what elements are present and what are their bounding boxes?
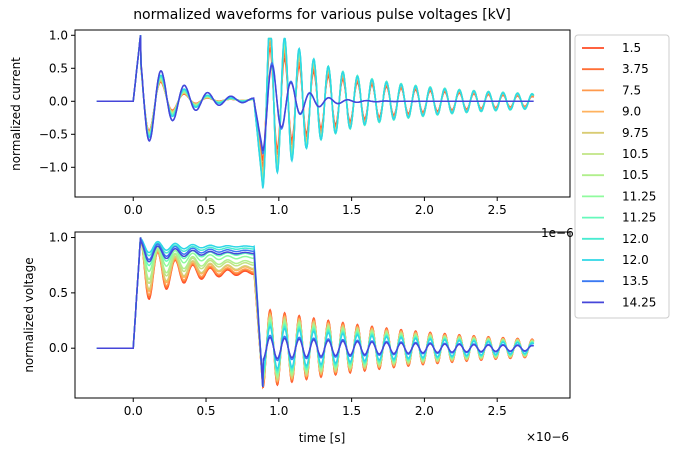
voltage-x-multiplier: ×10−6 — [526, 430, 569, 444]
current-series-group — [96, 35, 535, 189]
voltage-ytick-label: 1.0 — [49, 231, 68, 245]
legend-items: 1.5 3.75 7.5 9.0 9.75 10.5 10.5 11.25 11.25 12.0 1… — [582, 41, 656, 309]
current-xtick-label: 0.5 — [196, 203, 215, 217]
current-series-line — [96, 35, 535, 175]
voltage-ytick-label: 0.0 — [49, 341, 68, 355]
legend-label: 10.5 — [622, 168, 649, 182]
legend-label: 14.25 — [622, 295, 656, 309]
legend: 1.5 3.75 7.5 9.0 9.75 10.5 10.5 11.25 11.25 12.0 1… — [574, 34, 670, 319]
legend-label: 11.25 — [622, 189, 656, 203]
current-x-multiplier: 1e−6 — [541, 226, 574, 240]
current-plot-frame — [74, 29, 571, 198]
current-xtick-label: 0.0 — [124, 203, 143, 217]
current-xtick-label: 1.5 — [342, 203, 361, 217]
current-ytick-label: −1.0 — [39, 160, 68, 174]
voltage-xlabel: time [s] — [299, 431, 346, 445]
current-ticks: 0.0 0.5 1.0 1.5 2.0 2.5 −1.0 −0.5 0.0 0.5 1.0 — [39, 28, 507, 217]
current-ytick-label: 0.5 — [49, 61, 68, 75]
voltage-series-line — [96, 237, 534, 387]
voltage-xtick-label: 0.5 — [196, 404, 215, 418]
legend-label: 9.75 — [622, 126, 649, 140]
voltage-xtick-label: 1.0 — [269, 404, 288, 418]
legend-label: 1.5 — [622, 41, 641, 55]
legend-label: 10.5 — [622, 147, 649, 161]
voltage-ylabel: normalized voltage — [22, 257, 36, 372]
current-series-line — [96, 35, 534, 152]
voltage-series-group — [96, 237, 535, 390]
current-series-line — [96, 35, 534, 155]
current-axes: 0.0 0.5 1.0 1.5 2.0 2.5 −1.0 −0.5 0.0 0.5 1.0 norm… — [9, 28, 574, 240]
current-xtick-label: 2.5 — [488, 203, 507, 217]
legend-label: 12.0 — [622, 253, 649, 267]
legend-label: 7.5 — [622, 83, 641, 97]
legend-label: 12.0 — [622, 232, 649, 246]
voltage-series-line — [96, 237, 535, 387]
current-ytick-label: 0.0 — [49, 94, 68, 108]
voltage-xtick-label: 0.0 — [124, 404, 143, 418]
voltage-plot-frame — [74, 231, 571, 399]
figure-title: normalized waveforms for various pulse v… — [133, 7, 511, 23]
voltage-axes: 0.0 0.5 1.0 1.5 2.0 2.5 0.0 0.5 1.0 normalized v… — [22, 231, 571, 445]
voltage-xtick-label: 2.0 — [415, 404, 434, 418]
legend-label: 3.75 — [622, 62, 649, 76]
legend-frame — [574, 34, 670, 319]
voltage-xtick-label: 2.5 — [488, 404, 507, 418]
voltage-series-line — [96, 237, 535, 387]
voltage-ticks: 0.0 0.5 1.0 1.5 2.0 2.5 0.0 0.5 1.0 — [49, 231, 507, 418]
current-xtick-label: 1.0 — [269, 203, 288, 217]
current-xtick-label: 2.0 — [415, 203, 434, 217]
legend-label: 11.25 — [622, 211, 656, 225]
voltage-xtick-label: 1.5 — [342, 404, 361, 418]
current-ytick-label: 1.0 — [49, 28, 68, 42]
legend-label: 9.0 — [622, 105, 641, 119]
legend-label: 13.5 — [622, 274, 649, 288]
current-series-line — [96, 35, 535, 161]
current-ylabel: normalized current — [9, 57, 23, 171]
current-ytick-label: −0.5 — [39, 127, 68, 141]
voltage-ytick-label: 0.5 — [49, 286, 68, 300]
